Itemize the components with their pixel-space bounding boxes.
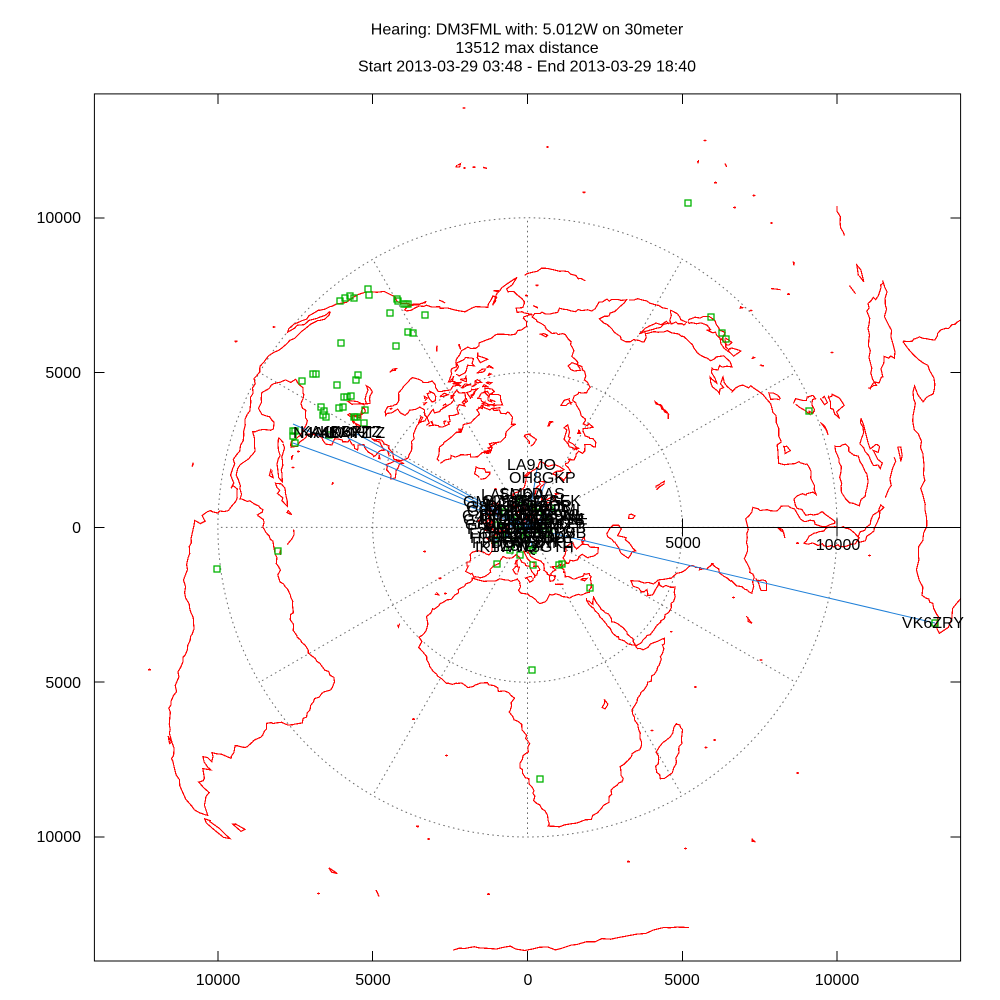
svg-text:IW2NKE: IW2NKE — [512, 535, 573, 552]
svg-text:LA9JO: LA9JO — [507, 457, 556, 474]
svg-text:DF4UE: DF4UE — [480, 507, 532, 524]
svg-text:0: 0 — [72, 520, 81, 537]
svg-text:5000: 5000 — [45, 365, 81, 382]
svg-text:SM5FVV: SM5FVV — [500, 494, 564, 511]
svg-text:OZ7IT: OZ7IT — [482, 493, 528, 510]
svg-text:SP3IY: SP3IY — [503, 503, 549, 520]
svg-text:13512 max distance: 13512 max distance — [455, 40, 598, 57]
svg-text:OM3CPF: OM3CPF — [521, 516, 588, 533]
svg-text:KD6PTZ: KD6PTZ — [320, 424, 382, 441]
svg-text:G4CUI: G4CUI — [463, 512, 512, 529]
svg-text:S57LM: S57LM — [525, 525, 576, 542]
svg-text:SB: SB — [565, 525, 586, 542]
svg-text:10000: 10000 — [815, 972, 860, 989]
svg-text:10000: 10000 — [196, 972, 241, 989]
svg-text:OE9GHV: OE9GHV — [504, 521, 571, 538]
svg-text:IZ5ILA: IZ5ILA — [496, 538, 543, 555]
svg-text:KA4KBX: KA4KBX — [300, 424, 363, 441]
svg-text:DL4MGB: DL4MGB — [485, 502, 551, 519]
svg-text:DF2JP: DF2JP — [481, 511, 530, 528]
svg-text:G4IKZ: G4IKZ — [462, 508, 508, 525]
svg-text:Hearing: DM3FML with: 5.012W o: Hearing: DM3FML with: 5.012W on 30meter — [371, 22, 684, 39]
svg-text:5000: 5000 — [664, 972, 700, 989]
svg-text:HB9DSE: HB9DSE — [470, 530, 534, 547]
svg-text:K4EXYZ: K4EXYZ — [309, 425, 371, 442]
svg-text:DM3FML: DM3FML — [519, 502, 585, 519]
svg-text:S51AY: S51AY — [527, 529, 576, 546]
svg-text:10000: 10000 — [37, 210, 82, 227]
svg-text:G6AVK: G6AVK — [465, 517, 518, 534]
svg-text:9A2SB: 9A2SB — [535, 512, 585, 529]
svg-text:G8BKE: G8BKE — [466, 499, 519, 516]
svg-text:G8VDQ: G8VDQ — [467, 503, 523, 520]
svg-text:5000: 5000 — [665, 535, 701, 552]
svg-text:DK7FC: DK7FC — [507, 526, 559, 543]
svg-text:LA5GDA: LA5GDA — [481, 487, 544, 504]
svg-text:DL1RNW: DL1RNW — [484, 516, 552, 533]
svg-text:DL8YCA: DL8YCA — [486, 498, 549, 515]
svg-text:HB9TJM: HB9TJM — [488, 525, 550, 542]
svg-text:SM6DAS: SM6DAS — [499, 486, 565, 503]
svg-text:OH8GKP: OH8GKP — [509, 470, 576, 487]
svg-text:OE1IFM: OE1IFM — [503, 517, 563, 534]
svg-text:DK8JP: DK8JP — [522, 498, 572, 515]
svg-text:IK1WVQ: IK1WVQ — [475, 539, 537, 556]
svg-text:SP9NL: SP9NL — [533, 508, 584, 525]
svg-text:GM4JIJ: GM4JIJ — [463, 494, 518, 511]
svg-text:5000: 5000 — [45, 675, 81, 692]
svg-text:F5WK: F5WK — [467, 521, 512, 538]
svg-text:N4AU: N4AU — [293, 425, 336, 442]
svg-text:10000: 10000 — [37, 829, 82, 846]
svg-text:OK2SAM: OK2SAM — [517, 511, 584, 528]
svg-text:F8DGY: F8DGY — [472, 535, 526, 552]
svg-text:DL1GCD: DL1GCD — [490, 529, 555, 546]
svg-text:DL0HT: DL0HT — [498, 508, 549, 525]
svg-text:10000: 10000 — [816, 537, 861, 554]
svg-text:W4HTZ: W4HTZ — [330, 425, 385, 442]
svg-text:VK6ZRY: VK6ZRY — [902, 615, 964, 632]
svg-text:HA5CSB: HA5CSB — [522, 520, 586, 537]
svg-text:OK2BVG: OK2BVG — [515, 507, 581, 524]
svg-text:Start 2013-03-29 03:48 - End 2: Start 2013-03-29 03:48 - End 2013-03-29 … — [358, 59, 696, 76]
svg-text:SM7SEK: SM7SEK — [516, 493, 581, 510]
svg-text:0: 0 — [524, 972, 533, 989]
svg-text:OE3GBB: OE3GBB — [499, 512, 565, 529]
svg-text:IK2SBB: IK2SBB — [509, 530, 565, 547]
svg-text:IV3GTH: IV3GTH — [516, 539, 574, 556]
svg-text:SQ9BDB: SQ9BDB — [506, 499, 571, 516]
svg-text:5000: 5000 — [355, 972, 391, 989]
svg-text:HB9CZF: HB9CZF — [485, 520, 547, 537]
svg-text:R: R — [567, 512, 579, 529]
svg-text:F6IRF: F6IRF — [469, 526, 514, 543]
svg-text:HB9CDH: HB9CDH — [492, 534, 558, 551]
